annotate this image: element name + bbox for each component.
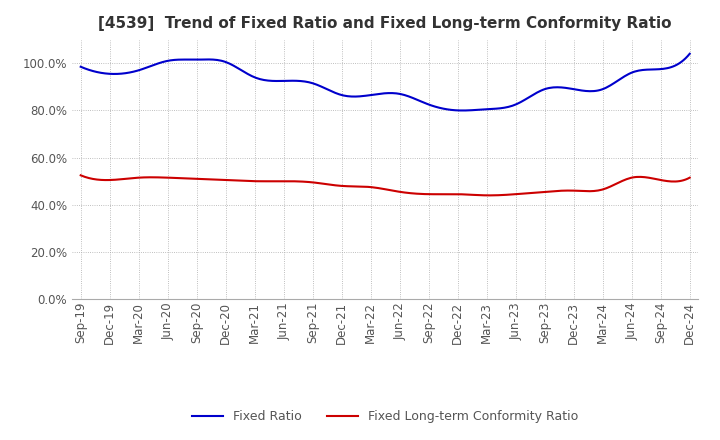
Fixed Long-term Conformity Ratio	[486, 193, 495, 198]
Fixed Ratio	[457, 108, 466, 113]
Fixed Long-term Conformity Ratio	[439, 191, 448, 197]
Fixed Ratio	[449, 107, 458, 113]
Fixed Ratio	[76, 64, 85, 70]
Fixed Ratio	[439, 106, 448, 111]
Legend: Fixed Ratio, Fixed Long-term Conformity Ratio: Fixed Ratio, Fixed Long-term Conformity …	[187, 405, 583, 428]
Fixed Ratio	[631, 69, 639, 74]
Line: Fixed Ratio: Fixed Ratio	[81, 54, 690, 110]
Line: Fixed Long-term Conformity Ratio: Fixed Long-term Conformity Ratio	[81, 175, 690, 195]
Fixed Long-term Conformity Ratio	[631, 175, 639, 180]
Fixed Long-term Conformity Ratio	[592, 188, 600, 194]
Fixed Long-term Conformity Ratio	[449, 191, 458, 197]
Fixed Ratio	[592, 88, 600, 93]
Fixed Long-term Conformity Ratio	[78, 173, 87, 179]
Fixed Ratio	[78, 65, 87, 70]
Fixed Ratio	[437, 106, 446, 111]
Fixed Long-term Conformity Ratio	[437, 191, 446, 197]
Title: [4539]  Trend of Fixed Ratio and Fixed Long-term Conformity Ratio: [4539] Trend of Fixed Ratio and Fixed Lo…	[99, 16, 672, 32]
Fixed Long-term Conformity Ratio	[76, 172, 85, 178]
Fixed Long-term Conformity Ratio	[685, 175, 694, 180]
Fixed Ratio	[685, 51, 694, 56]
